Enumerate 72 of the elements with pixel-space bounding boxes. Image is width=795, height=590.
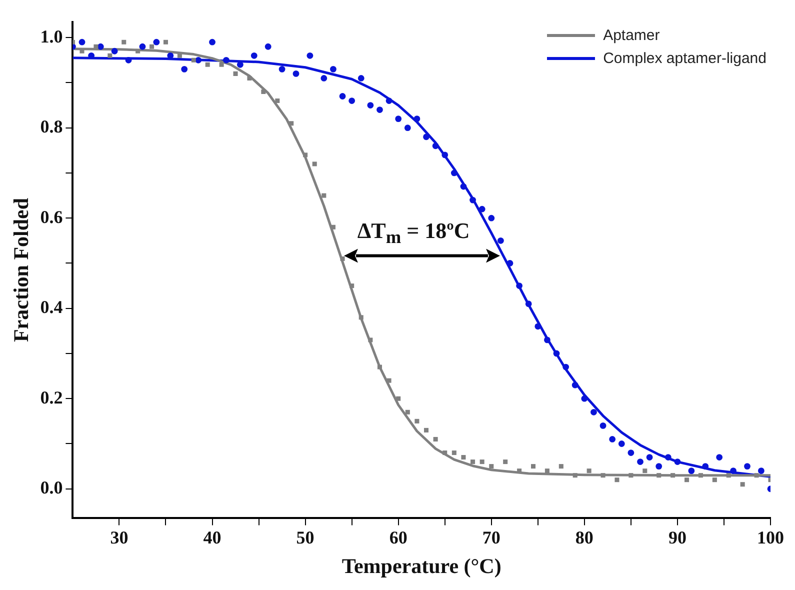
point <box>628 473 634 478</box>
point <box>191 58 196 62</box>
point <box>726 473 731 478</box>
point <box>377 364 382 370</box>
point <box>461 455 466 460</box>
point <box>122 40 126 44</box>
point <box>503 460 508 464</box>
point <box>452 450 456 456</box>
point <box>470 460 476 464</box>
x-tick-label: 50 <box>296 528 314 548</box>
point <box>530 464 536 469</box>
point <box>754 473 759 478</box>
point <box>414 418 420 424</box>
y-tick-label: 0.8 <box>40 116 63 137</box>
point <box>544 468 550 474</box>
y-tick-label: 0.2 <box>40 387 63 408</box>
point <box>275 98 280 104</box>
y-tick-label: 0.0 <box>40 478 63 498</box>
x-tick-label: 30 <box>110 528 128 548</box>
point <box>247 76 252 80</box>
point <box>614 478 620 482</box>
point <box>322 193 326 198</box>
point <box>600 473 606 478</box>
point <box>424 428 429 432</box>
point <box>312 162 317 166</box>
annotation: ΔT$_{m}$ = 18ºC <box>357 218 470 248</box>
point <box>558 464 564 469</box>
point <box>205 62 210 67</box>
y-tick-label: 0.4 <box>40 297 63 318</box>
point <box>712 478 717 482</box>
point <box>289 121 294 126</box>
point <box>368 338 373 342</box>
point <box>656 473 662 478</box>
point <box>396 396 401 401</box>
point <box>480 460 484 464</box>
point <box>350 284 354 288</box>
point <box>136 48 140 54</box>
point <box>108 53 112 58</box>
point <box>261 89 266 94</box>
point <box>233 71 238 76</box>
point <box>358 315 364 320</box>
point <box>405 410 410 414</box>
point <box>303 152 308 158</box>
point <box>670 473 676 478</box>
point <box>698 473 703 478</box>
y-tick-label: 0.6 <box>40 206 63 227</box>
x-tick-label: 90 <box>668 528 686 548</box>
point <box>163 40 168 44</box>
x-tick-label: 100 <box>757 528 784 548</box>
y-axis-title: Fraction Folded <box>9 198 34 342</box>
y-tick-label: 1.0 <box>40 26 63 46</box>
x-tick-label: 60 <box>389 528 408 548</box>
point <box>177 53 182 58</box>
point <box>586 468 592 474</box>
point <box>340 256 345 261</box>
point <box>433 436 438 442</box>
legend-label: Aptamer <box>603 26 660 44</box>
point <box>442 450 448 456</box>
point <box>219 62 224 67</box>
point <box>489 464 494 469</box>
point <box>740 482 745 487</box>
point <box>150 44 154 49</box>
legend-label: Complex aptamer-ligand <box>603 50 766 67</box>
x-tick-label: 40 <box>203 528 222 548</box>
point <box>642 468 648 474</box>
x-tick-label: 80 <box>575 528 594 548</box>
point <box>572 473 578 478</box>
point <box>386 378 392 383</box>
x-axis-title: Temperature (°C) <box>342 554 502 578</box>
point <box>94 44 98 49</box>
point <box>684 478 690 482</box>
x-tick-label: 70 <box>482 528 500 548</box>
